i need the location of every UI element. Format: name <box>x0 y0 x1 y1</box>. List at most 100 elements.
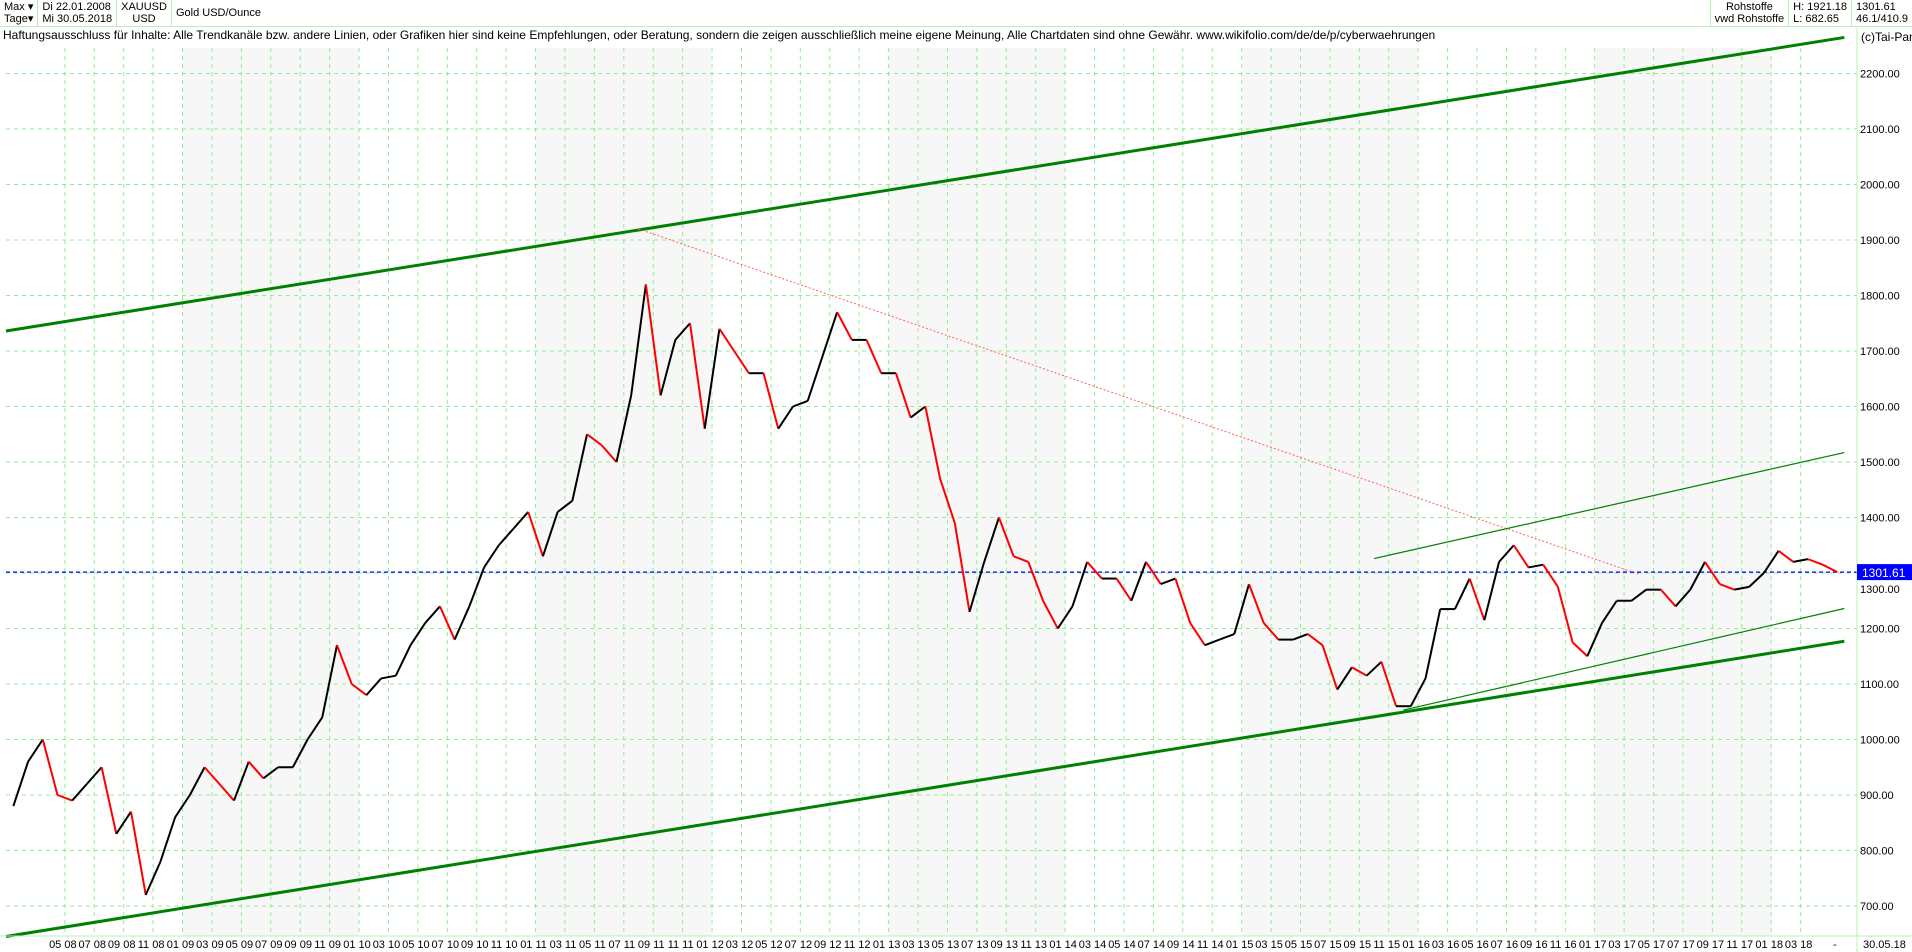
y-tick-label: 1200.00 <box>1860 624 1900 636</box>
start-date[interactable]: Di 22.01.2008 <box>42 1 111 13</box>
x-tick-label: 05 11 <box>579 939 606 951</box>
price-segment <box>424 605 441 624</box>
price-segment <box>836 311 853 341</box>
price-segment <box>218 783 235 802</box>
price-segment <box>939 478 956 524</box>
y-tick-label: 1300.00 <box>1860 584 1900 596</box>
x-tick-label: 07 10 <box>432 939 460 951</box>
price-segment <box>1674 588 1692 607</box>
x-tick-label: 03 18 <box>1785 939 1813 951</box>
price-segment <box>1409 677 1427 707</box>
price-segment <box>1704 561 1721 585</box>
price-segment <box>247 761 265 780</box>
price-segment <box>12 761 30 807</box>
x-tick-label: 05 10 <box>402 939 430 951</box>
x-tick-label: 09 13 <box>991 939 1019 951</box>
chart-header: Max ▾ Tage▾ Di 22.01.2008 Mi 30.05.2018 … <box>0 0 1912 27</box>
price-segment <box>321 644 338 718</box>
disclaimer: Haftungsausschluss für Inhalte: Alle Tre… <box>3 28 1436 42</box>
price-segment <box>895 372 912 418</box>
price-segment <box>1027 561 1044 602</box>
x-tick-label: 01 11 <box>520 939 547 951</box>
instrument-name: Gold USD/Ounce <box>175 7 261 19</box>
end-date[interactable]: Mi 30.05.2018 <box>42 13 113 25</box>
price-segment <box>27 738 44 763</box>
price-segment <box>983 517 1000 563</box>
y-tick-label: 2100.00 <box>1860 124 1900 136</box>
price-segment <box>159 816 177 862</box>
price-segment <box>733 350 750 374</box>
y-tick-label: 700.00 <box>1860 901 1894 913</box>
group-column: Rohstoffe vwd Rohstoffe <box>1709 0 1789 26</box>
price-segment <box>1528 563 1544 569</box>
range-column: H: 1921.18 L: 682.65 <box>1788 0 1851 26</box>
price-segment <box>41 739 59 796</box>
x-tick-label: 05 16 <box>1461 939 1489 951</box>
x-tick-label: 11 17 <box>1726 939 1753 951</box>
price-segment <box>968 561 986 613</box>
price-segment <box>1160 577 1176 586</box>
price-segment <box>557 500 573 513</box>
x-tick-label: 05 09 <box>226 939 254 951</box>
price-segment <box>1542 564 1559 588</box>
x-tick-label: 09 09 <box>284 939 312 951</box>
price-segment <box>1468 578 1486 621</box>
price-segment <box>601 444 618 463</box>
price-segment <box>1071 561 1089 607</box>
x-tick-label: 03 12 <box>726 939 754 951</box>
price-segment <box>291 739 309 768</box>
price-segment <box>541 511 559 557</box>
x-tick-label: 07 09 <box>255 939 283 951</box>
x-tick-label: 01 09 <box>167 939 195 951</box>
price-segment <box>924 406 942 479</box>
price-segment <box>1336 666 1353 691</box>
price-segment <box>1189 622 1206 646</box>
price-segment <box>997 517 1015 557</box>
x-tick-label: 03 10 <box>373 939 401 951</box>
x-tick-label: 05 08 <box>49 939 77 951</box>
x-tick-label: 11 10 <box>491 939 518 951</box>
symbol-column: XAUUSD USD <box>117 0 172 26</box>
date-column: Di 22.01.2008 Mi 30.05.2018 <box>38 0 118 26</box>
price-segment <box>1793 558 1809 563</box>
price-segment <box>1130 561 1147 602</box>
price-segment <box>865 339 883 374</box>
y-tick-label: 900.00 <box>1860 790 1894 802</box>
x-tick-label: 01 12 <box>696 939 724 951</box>
name-column: Gold USD/Ounce <box>172 0 265 26</box>
price-segment <box>1204 638 1220 647</box>
price-segment <box>188 766 206 796</box>
price-segment <box>1556 586 1574 643</box>
price-segment <box>689 323 706 429</box>
y-tick-label: 2200.00 <box>1860 69 1900 81</box>
x-tick-label: 07 14 <box>1138 939 1166 951</box>
interval-select[interactable]: Tage▾ <box>4 13 34 25</box>
price-segment <box>262 766 279 780</box>
price-segment <box>1365 661 1383 677</box>
price-segment <box>1056 605 1074 630</box>
header-right: Rohstoffe vwd Rohstoffe H: 1921.18 L: 68… <box>1709 0 1912 26</box>
price-segment <box>394 644 412 677</box>
x-last-label: 30.05.18 <box>1863 939 1906 951</box>
x-tick-label: 07 12 <box>785 939 813 951</box>
chevron-down-icon: ▾ <box>27 1 34 13</box>
price-segment <box>130 811 147 896</box>
y-tick-label: 1100.00 <box>1860 679 1899 691</box>
price-segment <box>1601 600 1618 624</box>
x-tick-label: 01 17 <box>1579 939 1607 951</box>
price-segment <box>306 716 324 741</box>
x-tick-label: 11 13 <box>1020 939 1047 951</box>
period-select[interactable]: Max ▾ <box>4 1 34 13</box>
y-tick-label: 800.00 <box>1860 846 1894 858</box>
x-tick-label: 01 14 <box>1049 939 1077 951</box>
x-tick-label: 01 16 <box>1402 939 1430 951</box>
price-segment <box>1763 550 1780 574</box>
x-tick-label: 05 14 <box>1108 939 1136 951</box>
price-segment <box>1174 578 1192 624</box>
trend-line-inner-upper <box>1373 451 1845 560</box>
x-tick-label: 11 11 <box>668 939 694 951</box>
trend-line-inner-lower <box>1403 607 1845 711</box>
price-segment <box>1424 608 1442 679</box>
x-tick-label: 09 08 <box>108 939 136 951</box>
